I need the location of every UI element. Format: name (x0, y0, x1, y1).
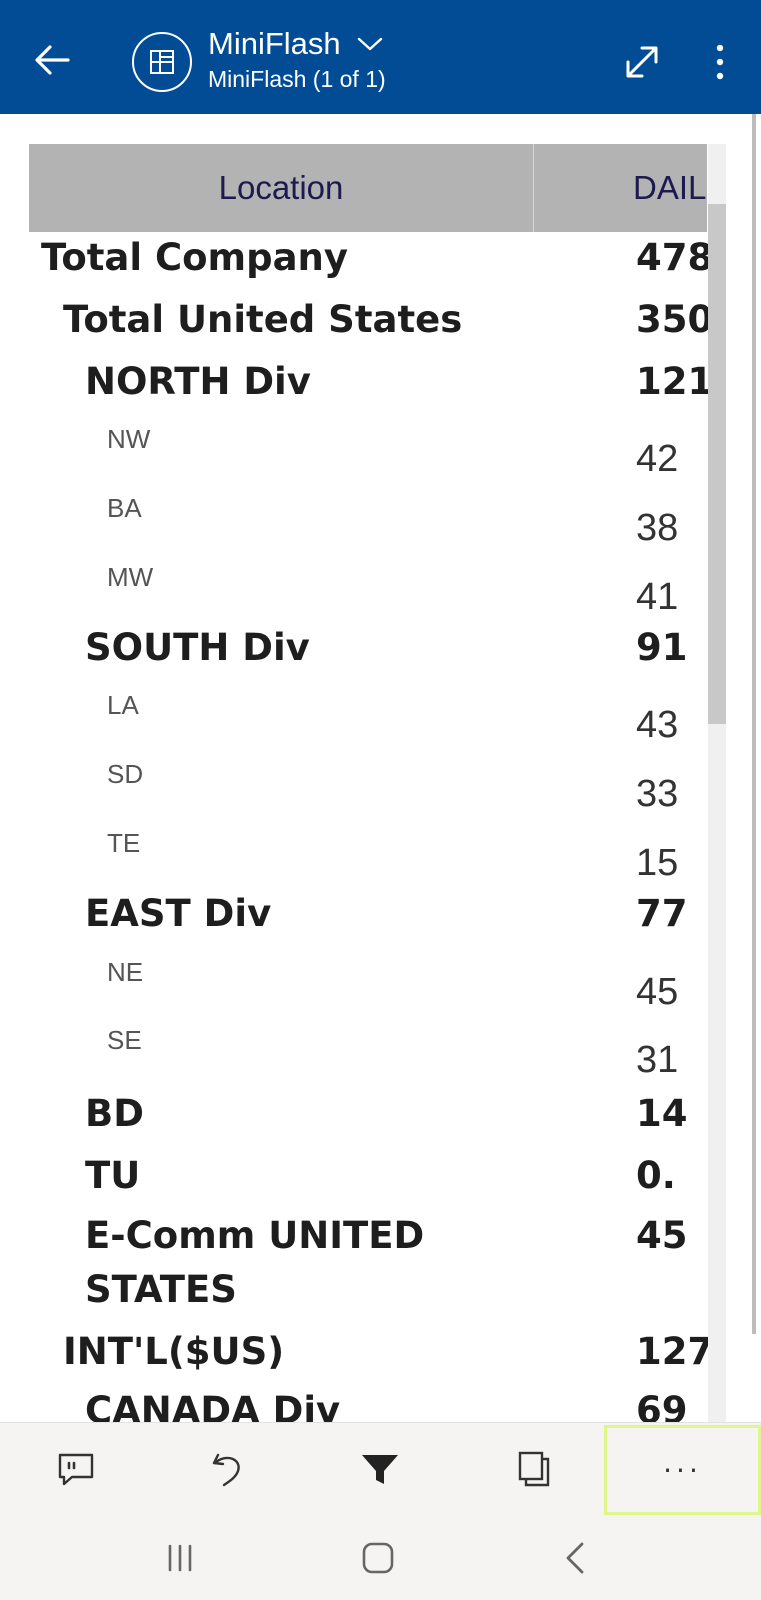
table-row[interactable]: Total United States 350 (0, 298, 708, 358)
row-label: NORTH Div (85, 360, 311, 403)
row-daily-value: 127 (636, 1330, 708, 1373)
table-row[interactable]: NW 42 (0, 424, 708, 486)
table-row[interactable]: E-Comm UNITED STATES 45 (0, 1214, 708, 1334)
back-arrow-icon[interactable] (28, 36, 76, 84)
table-row[interactable]: BD 14 (0, 1092, 708, 1152)
row-label: Total Company (41, 236, 349, 279)
row-label: SOUTH Div (85, 626, 310, 669)
row-label: SE (107, 1025, 142, 1055)
table-row[interactable]: MW 41 (0, 562, 708, 624)
row-label: NW (107, 424, 151, 454)
chevron-down-icon[interactable] (356, 34, 384, 54)
row-daily-value: 350 (636, 298, 708, 341)
more-options-button[interactable]: ··· (604, 1425, 761, 1515)
matrix-rows: Total Company 478 Total United States 350 NO… (0, 114, 708, 1422)
matrix-visual[interactable]: Total Company 478 Total United States 350 NO… (0, 114, 761, 1422)
column-header-location[interactable]: Location (218, 169, 344, 206)
row-daily-value: 31 (636, 1039, 679, 1081)
row-daily-value: 15 (636, 842, 679, 884)
row-label: BA (107, 493, 142, 523)
row-daily-value: 478 (636, 236, 708, 279)
row-daily-value: 42 (636, 438, 679, 480)
table-row[interactable]: INT'L($US) 127 (0, 1330, 708, 1390)
table-row[interactable]: TE 15 (0, 828, 708, 890)
table-row[interactable]: SOUTH Div 91 (0, 626, 708, 686)
home-icon[interactable] (356, 1536, 400, 1580)
report-icon (132, 32, 192, 92)
back-chevron-icon[interactable] (554, 1536, 598, 1580)
column-divider (533, 144, 534, 232)
comment-icon[interactable] (52, 1445, 100, 1493)
row-label: LA (107, 690, 139, 720)
table-row[interactable]: NORTH Div 121 (0, 360, 708, 420)
table-row[interactable]: TU 0. (0, 1154, 708, 1214)
table-row[interactable]: CANADA Div 69 (0, 1389, 708, 1422)
undo-icon[interactable] (204, 1445, 252, 1493)
column-header-daily[interactable]: DAIL (633, 169, 707, 206)
row-daily-value: 33 (636, 773, 679, 815)
bottom-toolbar: ··· (0, 1422, 761, 1516)
row-label: NE (107, 957, 144, 987)
row-label: CANADA Div (85, 1389, 341, 1422)
row-daily-value: 43 (636, 704, 679, 746)
table-row[interactable]: BA 38 (0, 493, 708, 555)
row-label-continued: STATES (85, 1268, 237, 1311)
row-label: SD (107, 759, 144, 789)
page-edge (752, 114, 761, 1422)
table-row[interactable]: Total Company 478 (0, 236, 708, 296)
row-label: INT'L($US) (63, 1330, 285, 1373)
table-row[interactable]: SD 33 (0, 759, 708, 821)
row-daily-value: 0. (636, 1154, 676, 1197)
row-daily-value: 91 (636, 626, 688, 669)
row-label: MW (107, 562, 154, 592)
row-daily-value: 38 (636, 507, 679, 549)
system-navigation-bar (0, 1516, 761, 1600)
row-daily-value: 14 (636, 1092, 688, 1135)
page-scrollbar[interactable] (752, 114, 756, 1334)
row-label: BD (85, 1092, 144, 1135)
pages-icon[interactable] (510, 1445, 558, 1493)
table-row[interactable]: EAST Div 77 (0, 892, 708, 952)
row-daily-value: 45 (636, 1214, 688, 1257)
table-row[interactable]: LA 43 (0, 690, 708, 752)
app-header: MiniFlash MiniFlash (1 of 1) (0, 0, 761, 114)
row-label: TU (85, 1154, 141, 1197)
report-title-group[interactable]: MiniFlash MiniFlash (1 of 1) (208, 26, 386, 93)
report-title[interactable]: MiniFlash (208, 26, 341, 61)
table-row[interactable]: SE 31 (0, 1025, 708, 1087)
row-label: Total United States (63, 298, 463, 341)
vertical-scrollbar-thumb[interactable] (708, 204, 726, 724)
table-row[interactable]: NE 45 (0, 957, 708, 1019)
more-vertical-icon[interactable] (706, 38, 734, 86)
row-label: EAST Div (85, 892, 272, 935)
row-label: E-Comm UNITED (85, 1214, 425, 1257)
recents-icon[interactable] (158, 1536, 202, 1580)
row-label: TE (107, 828, 141, 858)
row-daily-value: 121 (636, 360, 708, 403)
expand-icon[interactable] (620, 40, 664, 84)
filter-icon[interactable] (356, 1445, 404, 1493)
column-header: Location DAIL (29, 144, 707, 232)
row-daily-value: 77 (636, 892, 688, 935)
report-subtitle: MiniFlash (1 of 1) (208, 66, 386, 92)
row-daily-value: 45 (636, 971, 679, 1013)
row-daily-value: 41 (636, 576, 679, 618)
row-daily-value: 69 (636, 1389, 688, 1422)
